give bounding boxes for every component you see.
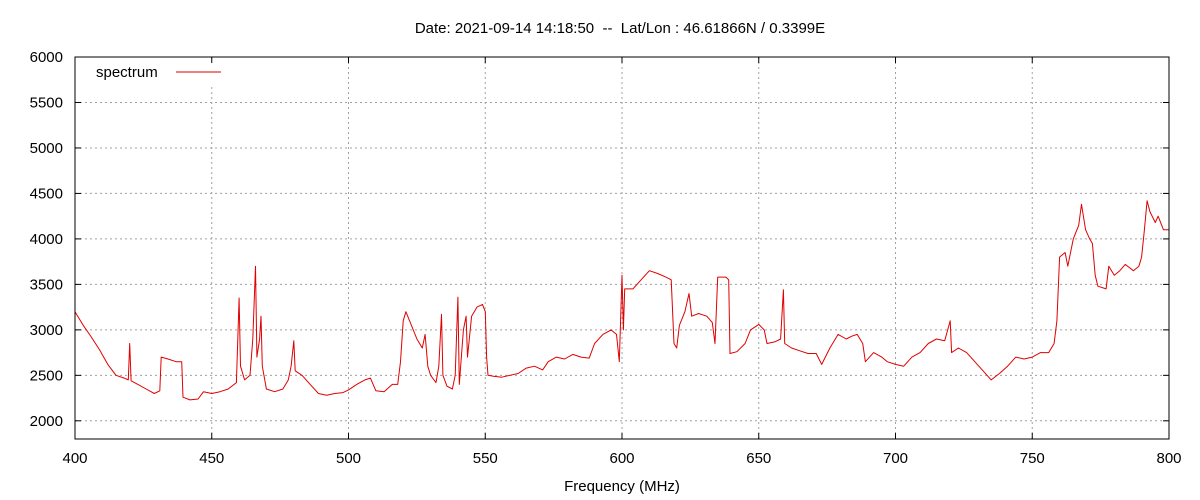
series-layer	[74, 200, 1169, 401]
x-tick-label: 500	[336, 450, 361, 467]
y-tick-labels: 2000 2500 3000 3500 4000 4500 5000 5500 6000	[30, 49, 63, 430]
legend-label: spectrum	[96, 64, 158, 81]
x-tick-label: 400	[62, 450, 87, 467]
x-tick-label: 450	[199, 450, 224, 467]
y-tick-label: 2500	[30, 367, 63, 384]
legend: spectrum	[96, 64, 221, 81]
y-tick-label: 6000	[30, 49, 63, 66]
x-tick-label: 750	[1020, 450, 1045, 467]
x-tick-label: 650	[746, 450, 771, 467]
y-tick-label: 3000	[30, 322, 63, 339]
x-tick-label: 700	[883, 450, 908, 467]
y-tick-label: 4000	[30, 231, 63, 248]
axis-ticks	[74, 56, 1170, 439]
grid-lines	[75, 57, 1169, 439]
x-tick-label: 800	[1156, 450, 1181, 467]
series-line-spectrum	[74, 200, 1169, 401]
y-tick-label: 3500	[30, 276, 63, 293]
y-tick-label: 2000	[30, 413, 63, 430]
y-tick-label: 5000	[30, 140, 63, 157]
x-tick-label: 550	[473, 450, 498, 467]
x-tick-label: 600	[609, 450, 634, 467]
y-tick-label: 5500	[30, 94, 63, 111]
x-tick-labels: 400 450 500 550 600 650 700 750 800	[62, 450, 1181, 467]
y-tick-label: 4500	[30, 185, 63, 202]
chart-title: Date: 2021-09-14 14:18:50 -- Lat/Lon : 4…	[415, 20, 825, 37]
x-axis-title: Frequency (MHz)	[564, 478, 680, 495]
